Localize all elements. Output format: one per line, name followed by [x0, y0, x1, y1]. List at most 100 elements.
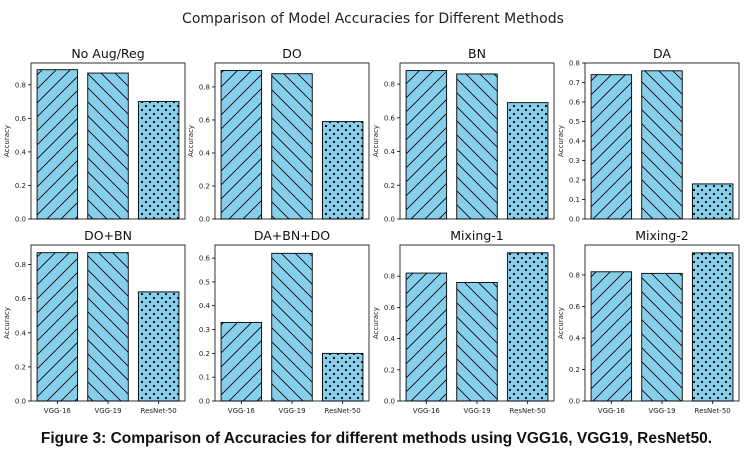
subplot-title: DO: [282, 46, 302, 61]
y-tick-label: 0.0: [384, 216, 395, 224]
bar-vgg-19: [641, 272, 683, 402]
subplot-title: DA+BN+DO: [254, 228, 330, 243]
bar-vgg-16: [220, 69, 263, 220]
subplot-da-bn-do: VGG-16 VGG-19 ResNet-50 0.0 0.1 0.2 0.3 0.4 0.5 0…: [199, 228, 370, 415]
y-tick-label: 0.4: [384, 148, 396, 156]
y-tick-label: 0.2: [15, 182, 26, 190]
y-tick-label: 0.8: [569, 271, 580, 279]
subplot-da: 0.0 0.1 0.2 0.3 0.4 0.5 0.6 0.7 0.8 DA Accuracy: [557, 46, 740, 224]
y-axis-label: Accuracy: [372, 307, 380, 339]
y-tick-label: 0.2: [384, 182, 395, 190]
y-tick-label: 0.2: [199, 350, 210, 358]
y-tick-label: 0.6: [569, 99, 581, 107]
y-tick-label: 0.2: [199, 182, 210, 190]
bar-vgg-16: [36, 69, 79, 220]
subplot-title: BN: [468, 46, 486, 61]
subplot-mixing-1: VGG-16 VGG-19 ResNet-50 0.0 0.2 0.4 0.6 0.8 Mixi…: [372, 228, 555, 415]
y-tick-label: 0.4: [15, 148, 27, 156]
bar-vgg-16: [405, 272, 448, 402]
bar-vgg-19: [456, 73, 498, 220]
y-tick-label: 0.4: [384, 335, 396, 343]
axes-frame: [399, 244, 555, 402]
x-tick-label: VGG-16: [598, 407, 626, 415]
subplot-bn: 0.0 0.2 0.4 0.6 0.8 BN Accuracy: [372, 46, 555, 224]
axes-frame: [30, 244, 186, 402]
x-tick-label: VGG-16: [413, 407, 441, 415]
figure-title: Comparison of Model Accuracies for Diffe…: [182, 11, 564, 27]
bar-resnet-50: [137, 101, 180, 220]
x-tick-label: VGG-19: [648, 407, 675, 415]
y-tick-label: 0.1: [199, 374, 210, 382]
axes-frame: [399, 62, 555, 220]
bar-vgg-19: [87, 252, 129, 402]
y-tick-label: 0.8: [569, 60, 580, 68]
y-tick-label: 0.8: [15, 261, 26, 269]
bar-resnet-50: [506, 252, 549, 402]
y-tick-label: 0.0: [199, 398, 210, 406]
y-tick-label: 0.0: [569, 216, 580, 224]
subplot-title: DO+BN: [84, 228, 132, 243]
bar-resnet-50: [137, 291, 180, 402]
y-axis-label: Accuracy: [3, 125, 11, 157]
bar-vgg-16: [405, 70, 448, 220]
y-tick-label: 0.6: [384, 304, 396, 312]
x-tick-label: VGG-16: [228, 407, 256, 415]
y-tick-label: 0.6: [199, 255, 211, 263]
y-tick-label: 0.6: [15, 295, 27, 303]
y-tick-label: 0.2: [569, 366, 580, 374]
bar-vgg-19: [641, 70, 683, 220]
bar-vgg-16: [590, 271, 633, 402]
bar-vgg-19: [271, 252, 313, 402]
x-tick-label: ResNet-50: [695, 407, 731, 415]
y-axis-label: Accuracy: [372, 125, 380, 157]
bar-resnet-50: [321, 121, 364, 220]
y-tick-label: 0.3: [199, 326, 210, 334]
y-axis-label: Accuracy: [557, 307, 565, 339]
y-tick-label: 0.4: [569, 334, 581, 342]
y-tick-label: 0.4: [199, 302, 211, 310]
axes-frame: [214, 62, 370, 220]
bar-resnet-50: [691, 252, 734, 402]
axes-frame: [30, 62, 186, 220]
y-tick-label: 0.3: [569, 157, 580, 165]
y-tick-label: 0.2: [15, 363, 26, 371]
figure: Comparison of Model Accuracies for Diffe…: [3, 11, 740, 415]
y-tick-label: 0.8: [199, 83, 210, 91]
subplot-do: 0.0 0.2 0.4 0.6 0.8 DO Accuracy: [187, 46, 370, 224]
y-axis-label: Accuracy: [187, 125, 195, 157]
y-tick-label: 0.0: [384, 398, 395, 406]
subplot-title: Mixing-1: [450, 228, 503, 243]
y-tick-label: 0.8: [384, 81, 395, 89]
bar-vgg-16: [220, 321, 263, 402]
x-tick-label: VGG-19: [463, 407, 490, 415]
y-tick-label: 0.6: [384, 114, 396, 122]
y-axis-label: Accuracy: [557, 125, 565, 157]
y-tick-label: 0.0: [15, 216, 26, 224]
x-tick-label: VGG-19: [278, 407, 305, 415]
y-tick-label: 0.8: [384, 273, 395, 281]
subplot-mixing-2: VGG-16 VGG-19 ResNet-50 0.0 0.2 0.4 0.6 0.8 Mixi…: [557, 228, 740, 415]
y-tick-label: 0.1: [569, 196, 580, 204]
x-tick-label: ResNet-50: [141, 407, 177, 415]
y-tick-label: 0.0: [199, 216, 210, 224]
figure-caption: Figure 3: Comparison of Accuracies for d…: [40, 430, 713, 447]
y-tick-label: 0.6: [569, 303, 581, 311]
y-tick-label: 0.8: [15, 81, 26, 89]
bar-vgg-16: [590, 74, 633, 220]
subplot-title: Mixing-2: [635, 228, 688, 243]
subplot-do-bn: VGG-16 VGG-19 ResNet-50 0.0 0.2 0.4 0.6 0.8 DO+B…: [3, 228, 186, 415]
x-tick-label: VGG-16: [44, 407, 72, 415]
y-tick-label: 0.6: [199, 116, 211, 124]
y-tick-label: 0.0: [15, 398, 26, 406]
x-tick-label: ResNet-50: [510, 407, 546, 415]
bar-resnet-50: [691, 183, 734, 220]
y-tick-label: 0.6: [15, 115, 27, 123]
bar-vgg-19: [271, 73, 313, 220]
x-tick-label: ResNet-50: [325, 407, 361, 415]
subplot-title: DA: [653, 46, 671, 61]
axes-frame: [584, 244, 740, 402]
y-axis-label: Accuracy: [3, 307, 11, 339]
y-tick-label: 0.4: [199, 149, 211, 157]
subplot-title: No Aug/Reg: [71, 46, 144, 61]
y-tick-label: 0.2: [569, 177, 580, 185]
